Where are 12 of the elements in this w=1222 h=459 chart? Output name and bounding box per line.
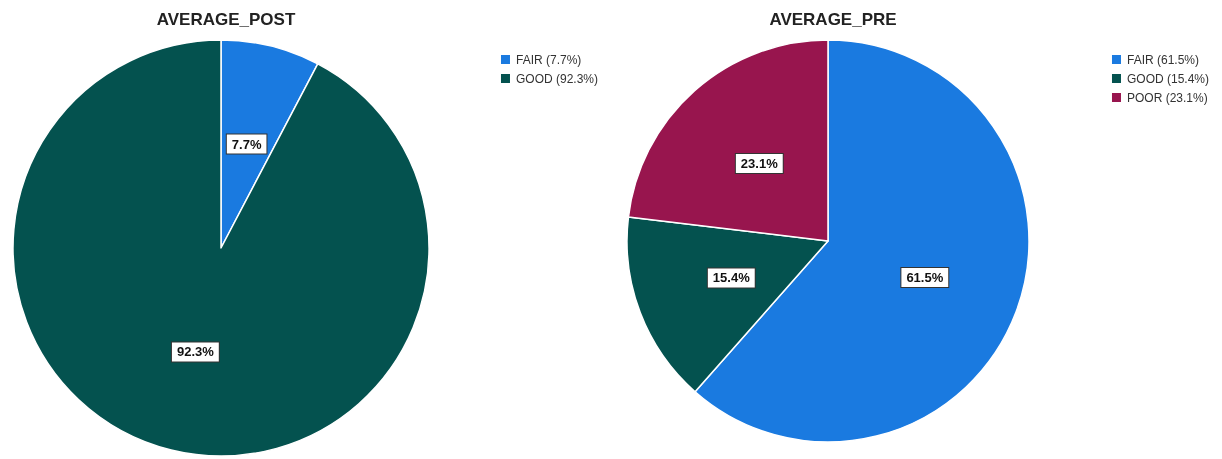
legend-label: FAIR (7.7%) [515, 52, 582, 67]
data-label: 15.4% [712, 270, 751, 286]
data-label: 7.7% [231, 136, 262, 152]
data-label: 92.3% [176, 344, 215, 360]
legend-label: GOOD (15.4%) [1126, 71, 1210, 86]
data-label: 61.5% [906, 270, 944, 286]
chart-title: AVERAGE_PRE [769, 10, 897, 29]
legend-label: GOOD (92.3%) [515, 71, 599, 86]
legend-label: FAIR (61.5%) [1126, 52, 1200, 67]
legend-label: POOR (23.1%) [1126, 90, 1208, 105]
chart-title: AVERAGE_POST [156, 10, 296, 29]
data-label: 23.1% [740, 156, 779, 172]
